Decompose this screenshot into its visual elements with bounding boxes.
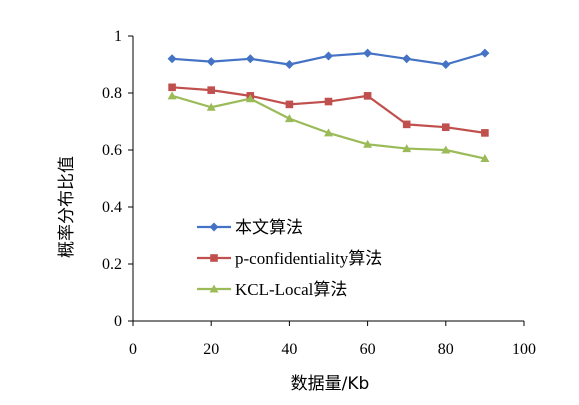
y-tick-label: 0.8 [102, 85, 122, 102]
data-point-series-1 [324, 51, 333, 61]
legend-label-1: 本文算法 [235, 218, 303, 237]
data-point-series-3 [167, 91, 177, 100]
x-tick-label: 20 [203, 341, 219, 358]
data-point-series-2 [442, 123, 450, 131]
data-point-series-3 [324, 128, 333, 137]
data-point-series-1 [441, 60, 451, 69]
data-point-series-1 [284, 60, 294, 69]
y-tick-label: 1 [114, 28, 122, 45]
data-point-series-1 [206, 57, 216, 67]
data-point-series-3 [245, 94, 255, 103]
data-point-series-3 [402, 144, 412, 153]
x-axis-title: 数据量/Kb [291, 374, 370, 394]
y-tick-label: 0.2 [102, 256, 122, 273]
x-tick-label: 100 [512, 341, 536, 358]
data-point-series-3 [480, 154, 490, 163]
data-point-series-3 [284, 114, 294, 123]
data-point-series-1 [167, 54, 177, 64]
data-point-series-1 [402, 54, 412, 64]
data-point-series-2 [481, 129, 489, 137]
legend-marker-2 [210, 254, 218, 262]
legend-label-3: KCL-Local算法 [235, 280, 347, 299]
data-point-series-2 [402, 120, 411, 129]
x-tick-label: 60 [360, 341, 376, 358]
legend-marker-1 [209, 222, 219, 232]
data-point-series-3 [441, 145, 451, 154]
data-point-series-1 [245, 54, 255, 64]
data-point-series-1 [363, 48, 373, 58]
data-point-series-1 [480, 48, 490, 58]
x-tick-label: 0 [129, 341, 137, 358]
legend-label-2: p-confidentiality算法 [235, 249, 382, 268]
x-tick-label: 80 [438, 341, 454, 358]
data-point-series-2 [207, 86, 215, 94]
y-tick-label: 0.4 [102, 199, 122, 216]
data-point-series-2 [168, 83, 176, 92]
data-point-series-2 [285, 100, 294, 109]
y-tick-label: 0 [114, 313, 122, 330]
series-line-2 [172, 86, 486, 134]
data-point-series-3 [363, 139, 373, 148]
data-point-series-2 [363, 92, 372, 100]
x-tick-label: 40 [281, 341, 297, 358]
legend-marker-3 [209, 284, 219, 293]
y-tick-label: 0.6 [102, 142, 122, 159]
y-axis-title: 概率分布比值 [57, 156, 77, 258]
data-point-series-2 [324, 97, 333, 106]
data-point-series-3 [206, 102, 216, 111]
